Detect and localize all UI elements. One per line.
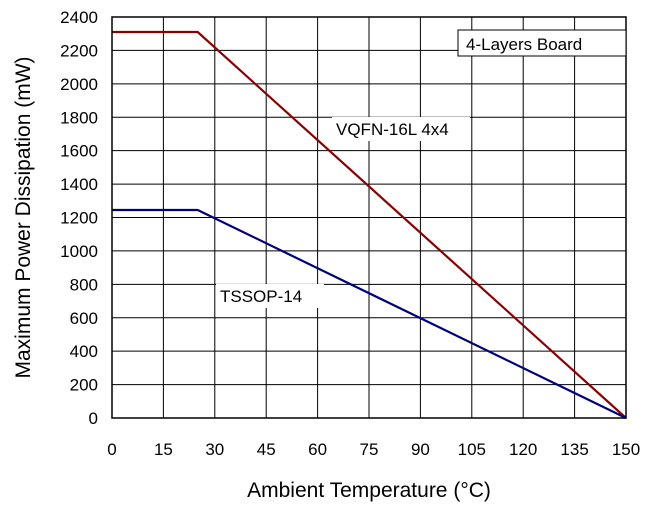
y-tick-label: 400 [70, 342, 98, 361]
board-annotation: 4-Layers Board [466, 35, 582, 54]
y-tick-label: 2200 [60, 41, 98, 60]
y-tick-label: 1000 [60, 242, 98, 261]
x-tick-label: 120 [509, 440, 537, 459]
x-tick-label: 45 [257, 440, 276, 459]
series-lines: VQFN-16L 4x4 TSSOP-14 [112, 30, 627, 419]
series-label: VQFN-16L 4x4 [336, 120, 449, 139]
y-tick-label: 2400 [60, 8, 98, 27]
x-tick-label: 135 [560, 440, 588, 459]
series-label: TSSOP-14 [220, 287, 302, 306]
y-tick-label: 0 [89, 409, 98, 428]
series-line [112, 208, 627, 419]
x-tick-labels: 0 15 30 45 60 75 90 105 120 135 150 [107, 440, 640, 459]
y-tick-label: 1800 [60, 108, 98, 127]
y-tick-label: 600 [70, 309, 98, 328]
x-tick-label: 15 [154, 440, 173, 459]
x-tick-label: 90 [411, 440, 430, 459]
y-tick-labels: 0 200 400 600 800 1000 1200 1400 1600 1800 2000 220… [60, 8, 98, 428]
plot-frame [111, 16, 627, 419]
series-label-bg [332, 117, 470, 141]
x-axis-title: Ambient Temperature (°C) [247, 479, 491, 502]
x-tick-label: 0 [107, 440, 116, 459]
annotations: 4-Layers Board [457, 29, 627, 57]
y-tick-label: 1600 [60, 142, 98, 161]
x-tick-label: 150 [612, 440, 640, 459]
y-tick-label: 800 [70, 275, 98, 294]
x-tick-label: 60 [308, 440, 327, 459]
grid-lines [111, 16, 627, 419]
y-tick-label: 1400 [60, 175, 98, 194]
board-annotation-box [457, 29, 627, 57]
y-tick-label: 2000 [60, 75, 98, 94]
y-tick-label: 200 [70, 376, 98, 395]
x-tick-label: 75 [360, 440, 379, 459]
series-line [112, 30, 627, 419]
y-tick-label: 1200 [60, 209, 98, 228]
x-tick-label: 30 [205, 440, 224, 459]
x-tick-label: 105 [458, 440, 486, 459]
y-axis-title: Maximum Power Dissipation (mW) [12, 56, 35, 378]
series-label-bg [216, 284, 324, 308]
